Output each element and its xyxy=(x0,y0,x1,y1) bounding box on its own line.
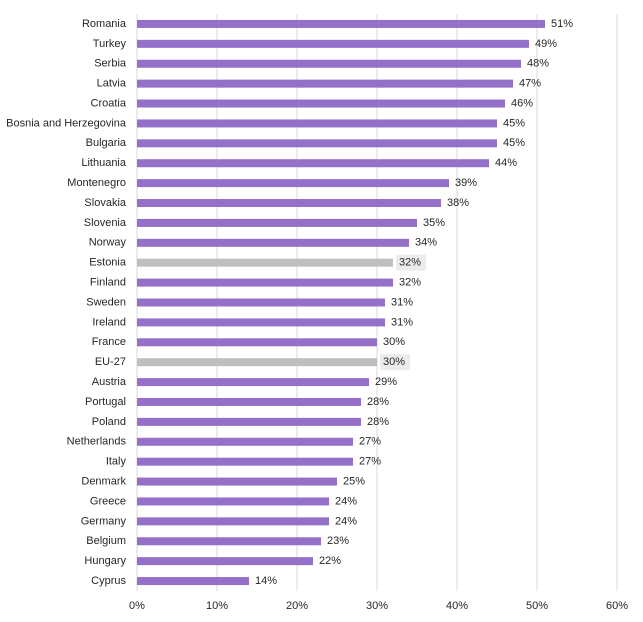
bar xyxy=(137,258,393,267)
y-tick-label: Slovenia xyxy=(84,217,127,229)
bar xyxy=(137,59,521,68)
y-tick-label: Cyprus xyxy=(91,575,126,587)
value-label-background xyxy=(380,354,410,371)
value-label: 31% xyxy=(391,316,413,328)
y-tick-label: Denmark xyxy=(81,475,126,487)
y-tick-label: Norway xyxy=(89,237,127,249)
bar xyxy=(137,19,545,28)
bar xyxy=(137,278,393,287)
bar xyxy=(137,119,497,128)
bar xyxy=(137,139,497,148)
bar xyxy=(137,199,441,208)
bar xyxy=(137,437,353,446)
bar xyxy=(137,298,385,307)
y-tick-label: Bosnia and Herzegovina xyxy=(6,117,127,129)
bar xyxy=(137,417,361,426)
y-tick-label: Germany xyxy=(81,515,127,527)
y-tick-label: Croatia xyxy=(91,97,127,109)
value-label: 48% xyxy=(527,58,549,70)
value-label: 51% xyxy=(551,18,573,30)
y-tick-label: Estonia xyxy=(89,257,127,269)
y-tick-label: Portugal xyxy=(85,396,126,408)
y-tick-label: Lithuania xyxy=(81,157,127,169)
value-label: 38% xyxy=(447,197,469,209)
bar xyxy=(137,397,361,406)
y-tick-label: Slovakia xyxy=(84,197,126,209)
y-tick-label: Montenegro xyxy=(67,177,126,189)
bar xyxy=(137,557,313,566)
value-label: 31% xyxy=(391,296,413,308)
bar xyxy=(137,378,369,387)
value-label: 49% xyxy=(535,38,557,50)
value-label: 25% xyxy=(343,475,365,487)
value-label: 24% xyxy=(335,495,357,507)
value-label-background xyxy=(396,254,426,271)
bar xyxy=(137,179,449,188)
x-tick-label: 50% xyxy=(526,600,548,612)
value-label: 29% xyxy=(375,376,397,388)
bar xyxy=(137,517,329,526)
y-tick-label: Finland xyxy=(90,277,126,289)
bar xyxy=(137,39,529,48)
value-label: 44% xyxy=(495,157,517,169)
y-tick-label: Sweden xyxy=(86,296,126,308)
y-tick-label: Greece xyxy=(90,495,126,507)
bar xyxy=(137,497,329,506)
value-label: 30% xyxy=(383,356,405,368)
bar xyxy=(137,358,377,367)
y-tick-label: EU-27 xyxy=(95,356,126,368)
value-label: 24% xyxy=(335,515,357,527)
x-tick-label: 0% xyxy=(129,600,145,612)
bar xyxy=(137,477,337,486)
bar xyxy=(137,318,385,327)
bar xyxy=(137,218,417,227)
bar xyxy=(137,457,353,466)
y-tick-label: Italy xyxy=(106,456,127,468)
value-label: 28% xyxy=(367,396,389,408)
value-label: 39% xyxy=(455,177,477,189)
bar xyxy=(137,159,489,168)
y-tick-label: Belgium xyxy=(86,535,126,547)
bar xyxy=(137,99,505,108)
bar xyxy=(137,577,249,586)
value-label: 46% xyxy=(511,97,533,109)
y-tick-label: Austria xyxy=(92,376,127,388)
y-tick-label: Romania xyxy=(82,18,127,30)
y-tick-label: Serbia xyxy=(94,58,127,70)
y-tick-label: Bulgaria xyxy=(86,137,127,149)
y-tick-label: Poland xyxy=(92,416,126,428)
value-label: 34% xyxy=(415,237,437,249)
value-label: 35% xyxy=(423,217,445,229)
value-label: 27% xyxy=(359,456,381,468)
x-tick-label: 60% xyxy=(606,600,628,612)
y-tick-label: Netherlands xyxy=(67,436,127,448)
value-label: 47% xyxy=(519,78,541,90)
value-label: 22% xyxy=(319,555,341,567)
value-label: 27% xyxy=(359,436,381,448)
value-label: 45% xyxy=(503,117,525,129)
value-label: 32% xyxy=(399,257,421,269)
x-tick-label: 20% xyxy=(286,600,308,612)
y-tick-label: Ireland xyxy=(92,316,126,328)
bar xyxy=(137,537,321,546)
value-label: 45% xyxy=(503,137,525,149)
y-tick-label: Latvia xyxy=(97,78,127,90)
x-tick-label: 10% xyxy=(206,600,228,612)
y-tick-label: France xyxy=(92,336,126,348)
value-label: 14% xyxy=(255,575,277,587)
bar xyxy=(137,79,513,88)
bar xyxy=(137,338,377,347)
y-tick-label: Turkey xyxy=(93,38,127,50)
value-label: 23% xyxy=(327,535,349,547)
x-tick-label: 30% xyxy=(366,600,388,612)
x-tick-label: 40% xyxy=(446,600,468,612)
value-label: 30% xyxy=(383,336,405,348)
bar xyxy=(137,238,409,247)
value-label: 32% xyxy=(399,277,421,289)
value-label: 28% xyxy=(367,416,389,428)
y-tick-label: Hungary xyxy=(84,555,126,567)
